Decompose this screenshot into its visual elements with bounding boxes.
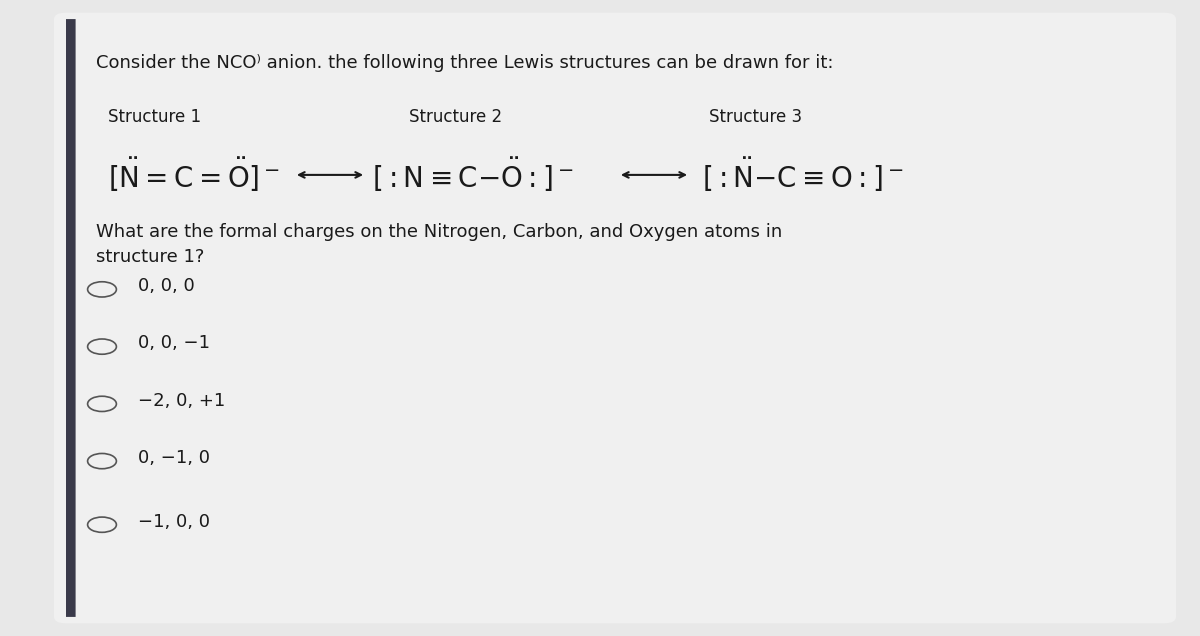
Text: Structure 3: Structure 3 — [709, 108, 803, 126]
Text: Structure 2: Structure 2 — [409, 108, 503, 126]
Text: −2, 0, +1: −2, 0, +1 — [138, 392, 226, 410]
Text: $[{:}\ddot{\mathrm{N}}{-}\mathrm{C}{\equiv}\mathrm{O}{:}]^-$: $[{:}\ddot{\mathrm{N}}{-}\mathrm{C}{\equ… — [702, 156, 904, 194]
Text: 0, 0, 0: 0, 0, 0 — [138, 277, 194, 295]
FancyBboxPatch shape — [66, 19, 76, 617]
Text: −1, 0, 0: −1, 0, 0 — [138, 513, 210, 530]
Text: 0, −1, 0: 0, −1, 0 — [138, 449, 210, 467]
Text: 0, 0, −1: 0, 0, −1 — [138, 335, 210, 352]
Text: Consider the NCO⁾ anion. the following three Lewis structures can be drawn for i: Consider the NCO⁾ anion. the following t… — [96, 54, 834, 72]
FancyBboxPatch shape — [54, 13, 1176, 623]
Text: What are the formal charges on the Nitrogen, Carbon, and Oxygen atoms in
structu: What are the formal charges on the Nitro… — [96, 223, 782, 266]
Text: $[{:}\mathrm{N}{\equiv}\mathrm{C}{-}\ddot{\mathrm{O}}{:}]^-$: $[{:}\mathrm{N}{\equiv}\mathrm{C}{-}\ddo… — [372, 156, 574, 194]
Text: Structure 1: Structure 1 — [108, 108, 202, 126]
Text: $[\ddot{\mathrm{N}}{=}\mathrm{C}{=}\ddot{\mathrm{O}}]^-$: $[\ddot{\mathrm{N}}{=}\mathrm{C}{=}\ddot… — [108, 156, 280, 194]
